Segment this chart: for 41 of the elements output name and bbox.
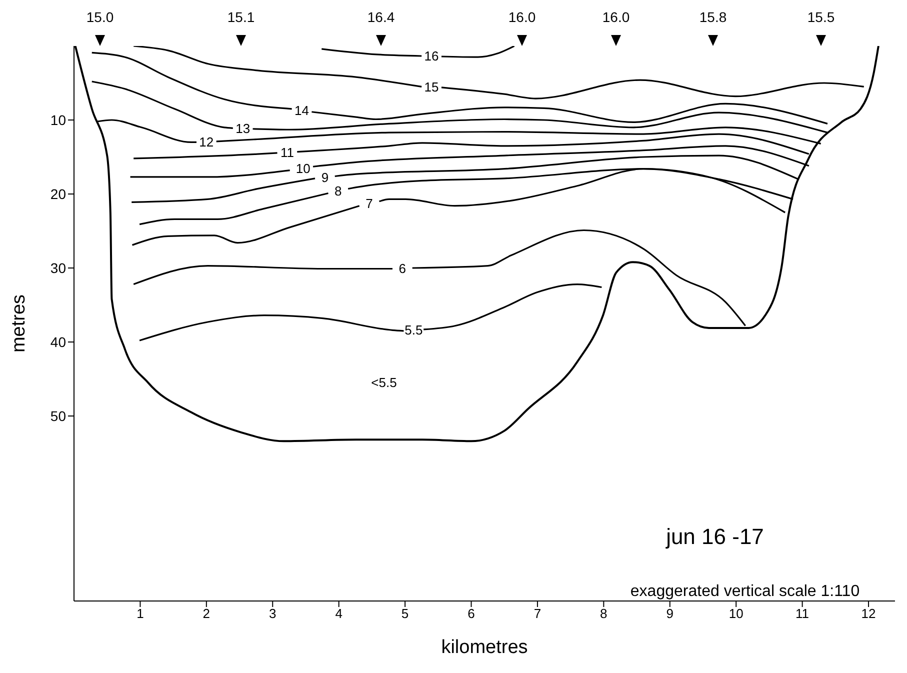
series-label: 12 xyxy=(199,134,214,150)
x-tick-label: 10 xyxy=(728,606,744,622)
x-tick-label: 5 xyxy=(401,606,409,622)
x-tick-label: 6 xyxy=(468,606,475,622)
text: 15.5 xyxy=(806,8,836,26)
y-tick-label: 10 xyxy=(50,112,66,128)
annotation: <5.5 xyxy=(370,374,398,392)
text: 16.0 xyxy=(507,8,537,26)
y-tick-label: 50 xyxy=(50,408,66,424)
series-label: 14 xyxy=(294,102,309,118)
series-label: 8 xyxy=(334,184,342,199)
text: 15.8 xyxy=(698,8,728,26)
x-tick-label: 3 xyxy=(269,606,276,622)
y-tick-label: 30 xyxy=(50,260,66,276)
series-label: 10 xyxy=(296,160,310,176)
series-label: 5.5 xyxy=(404,322,423,338)
series-label: 11 xyxy=(280,144,294,160)
series-label: 16 xyxy=(424,48,439,64)
x-tick-label: 2 xyxy=(202,606,210,622)
text: 16.4 xyxy=(366,8,396,26)
y-tick-label: 20 xyxy=(50,186,66,202)
x-tick-label: 11 xyxy=(796,606,810,622)
series-label: 13 xyxy=(236,121,250,136)
series-label: 6 xyxy=(398,260,406,276)
series-label: 7 xyxy=(366,196,373,212)
annotation: exaggerated vertical scale 1:110 xyxy=(629,583,861,601)
text: 16.0 xyxy=(601,8,631,26)
x-tick-label: 9 xyxy=(666,606,674,622)
text: 15.1 xyxy=(226,8,256,26)
text: 15.0 xyxy=(85,8,115,26)
series-label: 9 xyxy=(321,170,329,185)
x-tick-label: 4 xyxy=(335,606,342,622)
y-tick-label: 40 xyxy=(50,334,66,350)
x-tick-label: 1 xyxy=(136,606,144,622)
y-axis-title: metres xyxy=(8,294,30,353)
x-tick-label: 12 xyxy=(861,606,876,622)
x-axis-title: kilometres xyxy=(441,637,528,658)
x-tick-label: 8 xyxy=(600,606,608,622)
annotation: jun 16 -17 xyxy=(664,524,765,549)
series-label: 15 xyxy=(424,80,439,95)
x-tick-label: 7 xyxy=(534,606,542,622)
